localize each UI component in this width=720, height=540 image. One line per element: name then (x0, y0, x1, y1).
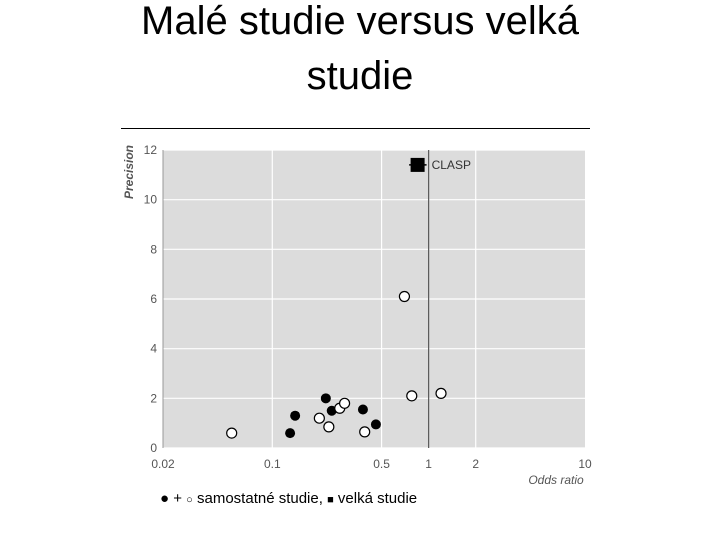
slide-title-line1: Malé studie versus velká (141, 0, 579, 43)
study-point-filled (290, 410, 301, 421)
y-tick-label: 0 (150, 441, 157, 455)
slide-title-line2: studie (306, 54, 414, 98)
large-study-point (410, 157, 425, 172)
study-point-open (398, 290, 411, 303)
large-study-label: CLASP (432, 158, 471, 172)
study-point-open (323, 421, 335, 433)
study-point-filled (357, 404, 368, 415)
x-tick-label: 0.1 (264, 457, 281, 471)
y-axis-label: Precision (122, 145, 136, 199)
study-point-filled (370, 419, 381, 430)
square-legend-icon: ■ (327, 494, 334, 506)
study-point-filled (320, 393, 331, 404)
study-point-open (313, 412, 325, 424)
chart-caption: ● + ○ samostatné studie, ■ velká studie (160, 490, 417, 507)
title-divider (121, 128, 590, 129)
slide-title: Malé studie versus velká studie (0, 0, 720, 104)
study-point-open (359, 426, 371, 438)
y-tick-label: 10 (144, 193, 158, 207)
x-tick-label: 2 (472, 457, 479, 471)
caption-small-studies: samostatné studie, (197, 490, 323, 507)
x-tick-label: 0.02 (151, 457, 175, 471)
x-axis-label: Odds ratio (528, 473, 584, 487)
y-tick-label: 4 (150, 342, 157, 356)
study-point-open (435, 387, 447, 399)
caption-large-study: velká studie (337, 490, 418, 507)
caption-plus: + (173, 490, 182, 507)
y-tick-label: 8 (150, 242, 157, 256)
study-point-open (406, 390, 418, 402)
y-tick-label: 6 (150, 292, 157, 306)
x-tick-label: 0.5 (373, 457, 390, 471)
open-circle-legend-icon: ○ (186, 494, 193, 506)
y-tick-label: 2 (150, 391, 157, 405)
y-tick-label: 12 (144, 143, 158, 157)
study-point-open (338, 397, 351, 409)
study-point-filled (285, 428, 296, 439)
x-tick-label: 10 (578, 457, 592, 471)
study-point-open (226, 427, 238, 439)
filled-circle-legend-icon: ● (160, 490, 170, 507)
x-tick-label: 1 (425, 457, 432, 471)
